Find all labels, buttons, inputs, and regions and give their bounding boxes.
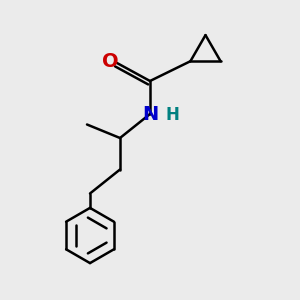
Text: N: N [142, 104, 158, 124]
Text: H: H [166, 106, 179, 124]
Text: O: O [102, 52, 119, 71]
